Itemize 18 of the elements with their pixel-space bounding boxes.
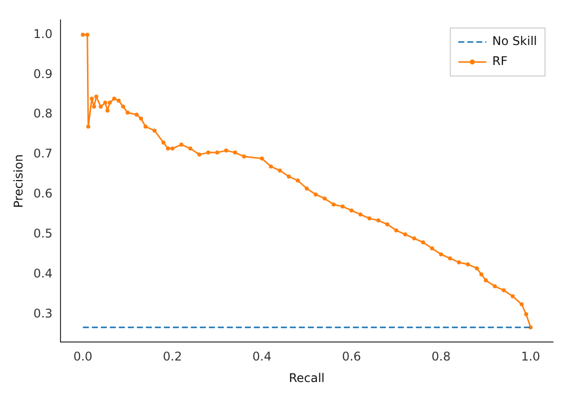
x-tick-label: 0.2 <box>162 350 182 364</box>
x-axis-title: Recall <box>288 370 325 385</box>
y-tick-label: 1.0 <box>33 26 52 41</box>
y-tick-label: 0.6 <box>33 186 52 201</box>
legend-label: RF <box>492 54 508 68</box>
y-tick-label: 0.8 <box>33 106 52 121</box>
x-tick-label: 0.4 <box>252 350 272 364</box>
y-tick-label: 0.9 <box>33 66 52 81</box>
y-tick-label: 0.7 <box>33 146 52 161</box>
y-tick-label: 0.3 <box>33 306 52 320</box>
y-tick-label: 0.5 <box>33 226 52 241</box>
y-tick-label: 0.4 <box>33 266 52 280</box>
x-tick-label: 0.6 <box>342 350 362 364</box>
y-axis-title: Precision <box>11 154 26 208</box>
x-tick-label: 1.0 <box>521 350 540 364</box>
legend-label: No Skill <box>492 34 537 48</box>
x-tick-label: 0.8 <box>432 350 451 364</box>
x-tick-label: 0.0 <box>73 350 92 364</box>
